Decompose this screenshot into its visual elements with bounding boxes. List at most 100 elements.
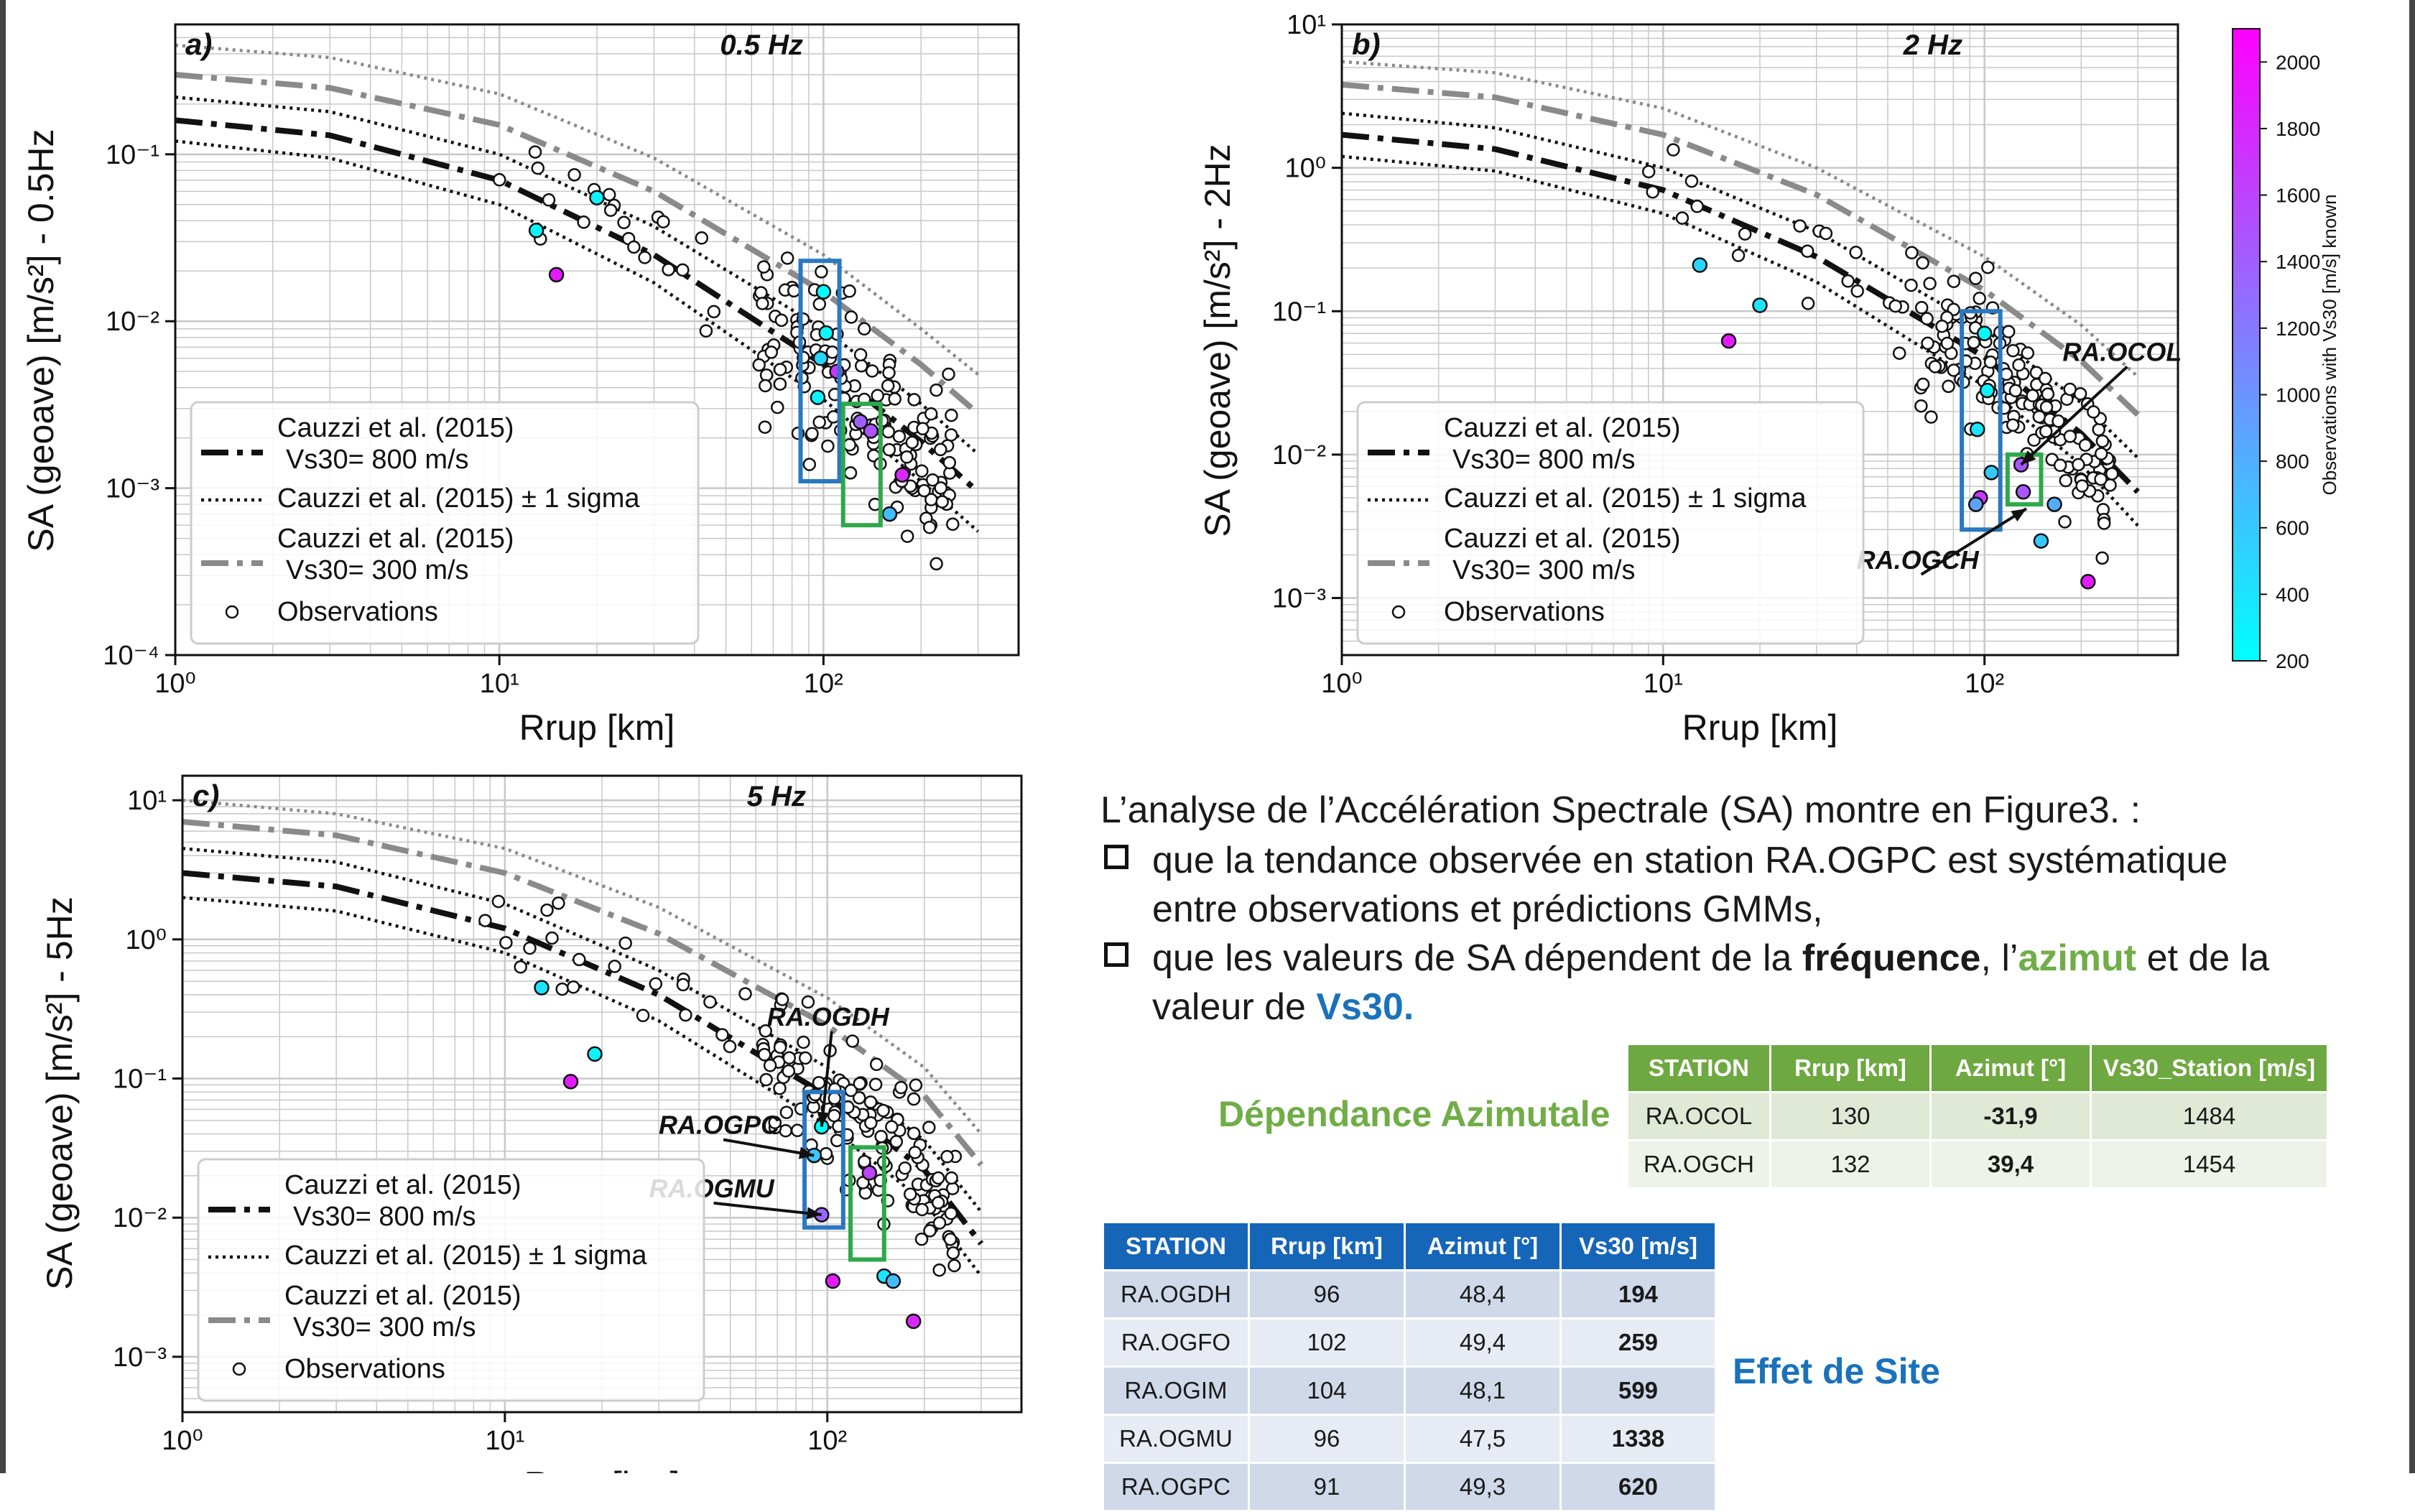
observation-point [843,284,856,298]
colored-observation-point [825,1273,841,1289]
observation-point [2021,346,2035,360]
y-axis-label: SA (geoave) [m/s²] - 0.5Hz [21,129,61,552]
colored-observation-point [528,223,544,238]
x-tick-label: 10² [1965,669,2004,699]
observation-point [752,358,766,372]
table-row: RA.OGDH 96 48,4 194 [1102,1269,1717,1319]
observation-point [775,993,789,1006]
colored-observation-point [562,1074,579,1090]
observation-point [819,1147,833,1161]
observation-point [797,1035,810,1049]
observation-point [1793,219,1807,233]
legend-label-800-vs: Vs30= 800 m/s [286,445,469,475]
observation-point [773,377,787,391]
observation-point [764,345,779,359]
highlight-box-1 [848,1145,886,1262]
y-tick-label: 10⁰ [1284,154,1326,184]
y-tick-label: 10⁻¹ [106,140,159,170]
observation-point [852,1091,866,1105]
observation-point [602,187,616,202]
observation-point [1916,377,1930,391]
highlight-box-0 [1960,309,2003,532]
observation-point [942,455,957,470]
site-cell: 49,3 [1404,1462,1562,1512]
observation-point [812,415,826,430]
observation-point [932,1263,946,1277]
colored-observation-point [2080,574,2096,590]
observation-point [773,363,787,376]
observation-point [868,1077,883,1091]
observation-point [926,473,940,487]
legend: Cauzzi et al. (2015)Vs30= 800 m/sCauzzi … [1356,401,1865,645]
colored-observation-point [587,1046,603,1062]
gmm-curve-3 [182,819,983,1167]
observation-point [528,145,542,159]
site-cell: 96 [1248,1269,1406,1319]
observation-point [759,368,774,382]
site-header-0: STATION [1102,1221,1250,1271]
observation-point [2075,479,2089,493]
observation-point [780,251,794,265]
observation-point [2095,434,2110,448]
observation-point [945,1171,958,1185]
observation-point [2012,358,2026,372]
observation-point [790,1123,805,1138]
observation-point [679,1008,692,1022]
legend-label-800: Cauzzi et al. (2015) [284,1170,522,1200]
observation-point [1914,301,1929,315]
observation-point [857,322,871,336]
colorbar-tick-label: 1000 [2276,384,2320,406]
observation-point [2038,371,2052,386]
observation-point [898,1161,912,1175]
observation-point [916,422,930,436]
observation-point [882,366,896,380]
observation-point [914,1232,929,1246]
frequency-label: 0.5 Hz [720,29,803,61]
legend-box [190,401,700,645]
az-cell: 130 [1769,1091,1932,1141]
legend-marker-observations [225,605,239,619]
colorbar-tick-label: 1800 [2276,118,2320,140]
y-tick-label: 10⁻² [106,307,159,337]
observation-point [478,914,492,927]
colorbar [2232,28,2261,662]
observation-point [493,173,506,187]
observation-point [812,297,827,311]
annotation-arrowhead-1 [2011,509,2026,522]
legend-label-300-vs: Vs30= 300 m/s [1452,555,1636,585]
label-azimuth-dependence: Dépendance Azimutale [1218,1094,1610,1134]
observation-point [922,1121,936,1134]
colorbar-tick-label: 800 [2276,450,2309,473]
observation-point [723,1039,737,1054]
colored-observations [528,190,910,522]
observation-point [2027,433,2041,447]
observation-point [756,297,769,310]
colorbar-tick-label: 200 [2276,650,2309,672]
observation-point [2053,458,2067,473]
y-tick-label: 10⁻² [113,1203,167,1233]
bullet-2-text-c: et de la [2136,937,2270,979]
gmm-curve-4 [182,798,983,1136]
colored-observation-point [1967,496,1984,512]
observation-point [1905,246,1919,260]
observation-point [773,1040,787,1054]
observation-point [801,995,815,1009]
panel-letter: a) [185,27,212,61]
observation-point [869,1057,884,1072]
observation-point [773,1081,787,1095]
observation-point [782,1051,797,1065]
y-tick-label: 10⁻² [1272,440,1326,470]
panel-letter: c) [193,779,219,812]
observation-point [759,1072,773,1087]
colored-observations [534,980,922,1330]
observation-point [882,442,896,457]
site-cell: 91 [1248,1462,1406,1512]
table-row: RA.OGCH 132 39,4 1454 [1626,1139,2329,1189]
observation-point [944,1206,958,1220]
observation-point [934,442,947,457]
legend-box [197,1158,705,1402]
observation-point [932,1216,947,1230]
observation-point [1921,336,1934,351]
observation-point [1947,274,1961,289]
